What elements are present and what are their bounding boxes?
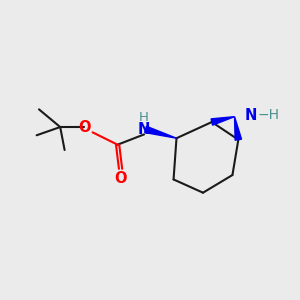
Text: N: N [245,108,257,123]
Text: O: O [78,119,91,134]
Text: H: H [139,110,149,124]
Text: N: N [138,122,150,137]
Text: −H: −H [257,108,279,122]
Polygon shape [211,117,235,125]
Text: O: O [114,171,127,186]
Polygon shape [145,126,176,138]
Polygon shape [235,117,242,140]
